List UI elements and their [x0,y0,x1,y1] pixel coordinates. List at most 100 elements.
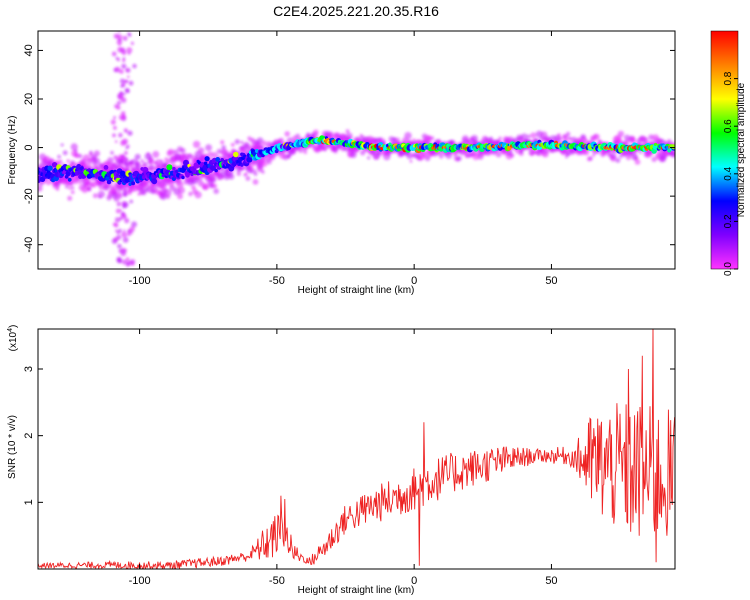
spectrogram-halo-point [615,158,621,163]
spectrogram-halo-point [584,138,588,142]
spectrogram-halo-point [295,133,301,139]
spectrogram-scatter-point [117,244,122,249]
spectrogram-scatter-point [124,218,130,224]
spectrogram-y-tick-label: 20 [23,93,35,105]
spectrogram-scatter-point [119,91,123,95]
spectrogram-core-point [203,161,208,166]
spectrogram-scatter-point [116,234,122,240]
spectrogram-core-point [119,170,126,177]
spectrogram-halo-point [228,173,235,180]
spectrogram-scatter-point [122,203,127,209]
chart-title: C2E4.2025.221.20.35.R16 [273,3,439,19]
spectrogram-halo-point [176,181,184,189]
spectrogram-y-tick-label: 40 [23,44,35,56]
spectrogram-halo-point [278,137,285,144]
spectrogram-scatter-point [120,84,125,88]
spectrogram-halo-point [140,159,144,163]
spectrogram-halo-point [92,193,98,199]
spectrogram-halo-point [110,150,114,155]
spectrogram-frame [37,30,676,270]
spectrogram-scatter-point [121,63,127,69]
spectrogram-scatter-point [125,89,130,94]
spectrogram-core-point [161,173,166,178]
spectrogram-core-point [47,165,53,171]
spectrogram-halo-point [62,150,68,156]
spectrogram-halo-point [55,187,60,191]
spectrogram-halo-point [498,136,502,140]
spectrogram-halo-point [619,154,623,159]
spectrogram-scatter-point [131,221,138,228]
snr-y-tick-label: 1 [23,499,35,505]
spectrogram-scatter-point [113,116,117,120]
colorbar-tick-label: 0.4 [723,166,734,180]
spectrogram-halo-point [429,136,435,141]
spectrogram-halo-point [394,137,401,143]
spectrogram-scatter-point [127,75,130,79]
spectrogram-core-point [220,158,224,162]
spectrogram-halo-point [93,150,100,157]
spectrogram-halo-point [610,155,617,162]
colorbar-strip [710,30,739,270]
spectrogram-y-tick-label: -20 [23,188,35,204]
spectrogram-core-point [215,157,221,162]
spectrogram-scatter-point [121,231,128,238]
spectrogram-halo-point [367,156,371,160]
spectrogram-halo-point [641,137,649,144]
spectrogram-halo-point [634,159,641,165]
spectrogram-core-point [185,173,190,178]
spectrogram-halo-point [439,154,444,159]
spectrogram-scatter-point [118,248,123,253]
spectrogram-scatter-point [113,155,118,160]
snr-y-ticks: 1 2 3 [23,366,675,505]
snr-series-line [38,329,675,569]
snr-x-ticks: -100 -50 0 50 [129,329,558,587]
spectrogram-halo-point [267,141,271,145]
spectrogram-scatter-point [128,33,132,37]
spectrogram-halo-point [74,149,78,153]
spectrogram-halo-point [409,159,413,163]
spectrogram-marks [38,31,675,267]
spectrogram-scatter-point [118,163,121,166]
spectrogram-scatter-point [118,114,125,121]
spectrogram-scatter-point [110,119,116,125]
spectrogram-x-tick-label: -50 [269,275,285,287]
spectrogram-scatter-point [116,257,123,264]
spectrogram-halo-point [303,150,308,154]
spectrogram-scatter-point [115,229,118,232]
spectrogram-halo-point [557,133,561,138]
spectrogram-halo-point [583,149,590,156]
spectrogram-halo-point [489,136,493,141]
spectrogram-halo-point [97,190,105,198]
spectrogram-scatter-point [122,92,126,96]
spectrogram-halo-point [165,194,171,199]
spectrogram-scatter-point [114,217,121,223]
spectrogram-halo-point [563,135,567,139]
spectrogram-y-ticks: -40 -20 0 20 40 [23,44,675,253]
spectrogram-halo-point [165,160,170,165]
spectrogram-scatter-point [130,41,134,46]
spectrogram-halo-point [152,150,160,158]
snr-y-multiplier: (x104) [7,325,19,352]
spectrogram-x-tick-label: -100 [129,275,151,287]
spectrogram-halo-point [230,142,235,147]
spectrogram-core-point [128,182,132,186]
spectrogram-halo-point [148,164,155,171]
spectrogram-core-point [246,156,253,163]
snr-y-multiplier-close: ) [8,325,19,328]
spectrogram-scatter-point [121,259,128,265]
spectrogram-halo-point [191,185,196,191]
spectrogram-core-point [172,166,176,171]
spectrogram-halo-point [148,158,155,165]
spectrogram-core-point [116,173,120,177]
spectrogram-halo-point [256,165,264,173]
spectrogram-scatter-point [132,63,137,69]
spectrogram-scatter-point [114,104,119,109]
spectrogram-halo-point [345,132,353,140]
spectrogram-halo-point [229,172,233,176]
spectrogram-halo-point [216,148,222,154]
spectrogram-halo-point [70,160,76,166]
snr-marks [38,329,675,569]
spectrogram-scatter-point [116,57,121,62]
spectrogram-core-point [204,156,210,162]
spectrogram-halo-point [580,134,586,140]
